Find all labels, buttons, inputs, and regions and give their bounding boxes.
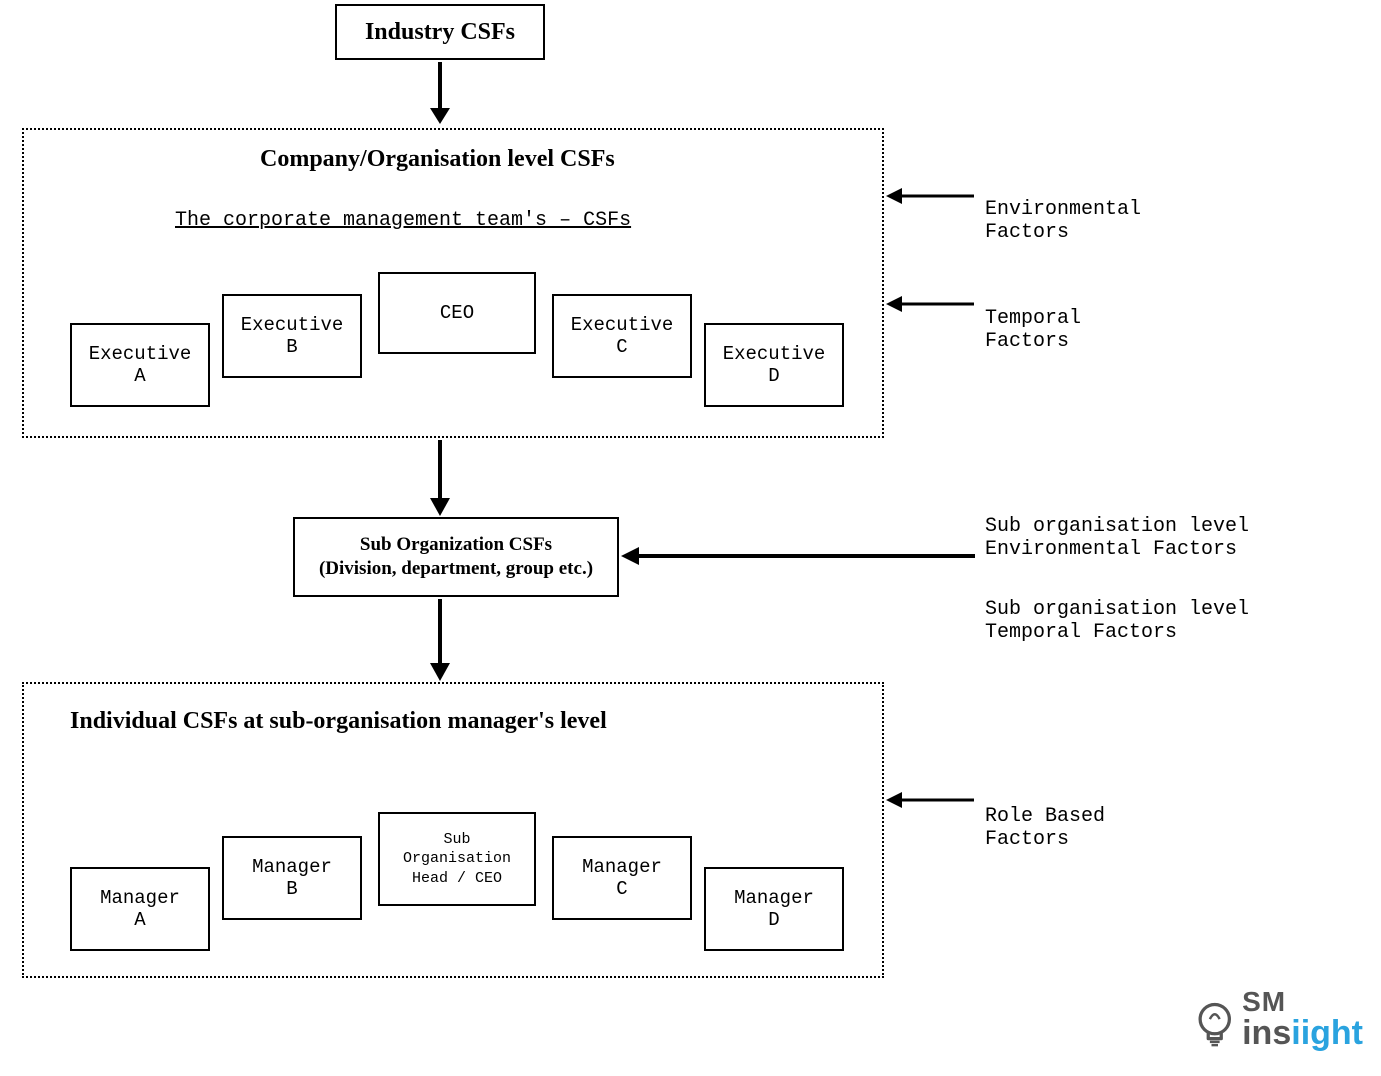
diagram-canvas: Industry CSFs Company/Organisation level… xyxy=(0,0,1381,1076)
label-temporal-factors: Temporal Factors xyxy=(985,284,1081,353)
node-label: Industry CSFs xyxy=(365,19,515,46)
label-environmental-factors: Environmental Factors xyxy=(985,175,1141,244)
arrow-industry-to-company xyxy=(424,62,456,126)
node-label-line2: (Division, department, group etc.) xyxy=(319,557,593,581)
node-label-line1: Sub Organization CSFs xyxy=(360,533,552,557)
node-executive-c: Executive C xyxy=(552,294,692,378)
arrow-suborg-to-individual xyxy=(424,599,456,683)
node-executive-d: Executive D xyxy=(704,323,844,407)
node-ceo: CEO xyxy=(378,272,536,354)
label-suborg-env-factors: Sub organisation level Environmental Fac… xyxy=(985,492,1249,561)
company-subtitle: The corporate management team's – CSFs xyxy=(175,209,631,232)
logo-insight-text: insiight xyxy=(1242,1016,1363,1050)
node-executive-a: Executive A xyxy=(70,323,210,407)
logo-sm-insight: SM insiight xyxy=(1192,988,1363,1050)
arrow-temporal-factors xyxy=(884,294,978,314)
node-manager-a: Manager A xyxy=(70,867,210,951)
lightbulb-icon xyxy=(1192,998,1244,1050)
node-manager-d: Manager D xyxy=(704,867,844,951)
company-title: Company/Organisation level CSFs xyxy=(260,146,615,173)
arrow-env-factors xyxy=(884,186,978,206)
logo-sm-text: SM xyxy=(1242,988,1363,1016)
node-manager-b: Manager B xyxy=(222,836,362,920)
arrow-role-based-factors xyxy=(884,790,978,810)
arrow-suborg-side-factors xyxy=(619,545,979,567)
label-role-based-factors: Role Based Factors xyxy=(985,782,1105,851)
individual-title: Individual CSFs at sub-organisation mana… xyxy=(70,708,607,735)
node-manager-c: Manager C xyxy=(552,836,692,920)
node-sub-org-head: Sub Organisation Head / CEO xyxy=(378,812,536,906)
label-suborg-temporal-factors: Sub organisation level Temporal Factors xyxy=(985,575,1249,644)
node-executive-b: Executive B xyxy=(222,294,362,378)
arrow-company-to-suborg xyxy=(424,440,456,518)
node-industry-csfs: Industry CSFs xyxy=(335,4,545,60)
node-sub-organization: Sub Organization CSFs (Division, departm… xyxy=(293,517,619,597)
